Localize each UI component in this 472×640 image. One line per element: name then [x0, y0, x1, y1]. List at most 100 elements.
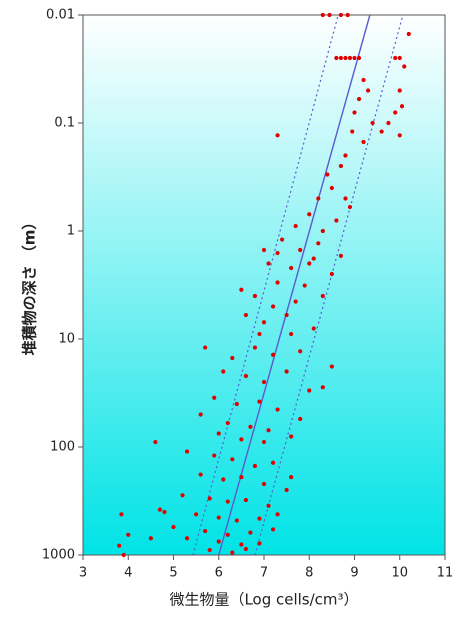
point — [338, 253, 344, 258]
point — [171, 524, 176, 530]
point — [343, 196, 348, 201]
point — [180, 493, 185, 498]
point — [284, 487, 289, 493]
dashed-line — [254, 14, 404, 556]
point — [257, 541, 262, 546]
point — [316, 241, 321, 246]
point — [207, 547, 212, 553]
point — [225, 499, 230, 504]
point — [284, 312, 289, 318]
point — [252, 345, 258, 350]
point — [311, 256, 316, 261]
point — [356, 96, 362, 102]
x-tick-label: 6 — [215, 566, 223, 581]
point — [261, 481, 267, 487]
point — [289, 434, 294, 439]
point — [338, 55, 344, 61]
y-tick-label: 100 — [50, 440, 75, 455]
point — [347, 204, 353, 210]
point — [356, 55, 362, 61]
point — [239, 287, 244, 292]
point — [352, 110, 357, 115]
point — [293, 299, 298, 304]
point — [207, 496, 212, 501]
point — [289, 265, 294, 271]
point — [243, 497, 248, 503]
point — [338, 12, 344, 18]
point — [266, 261, 271, 266]
y-tick-label: 0.1 — [54, 116, 75, 131]
point — [352, 55, 357, 61]
point — [243, 546, 248, 552]
point — [302, 283, 307, 288]
point — [343, 55, 348, 61]
point — [221, 477, 226, 482]
x-tick-label: 3 — [79, 566, 87, 581]
point — [257, 516, 262, 521]
point — [212, 395, 217, 400]
point — [329, 271, 334, 277]
point — [320, 12, 325, 18]
point — [270, 304, 276, 309]
point — [230, 355, 235, 361]
point — [184, 536, 190, 541]
point — [234, 401, 239, 407]
point — [397, 88, 402, 93]
point — [248, 530, 253, 535]
point — [397, 55, 402, 61]
point — [350, 129, 355, 134]
point — [216, 515, 221, 520]
point — [230, 457, 235, 462]
point — [198, 412, 203, 417]
point — [316, 196, 321, 201]
point — [203, 528, 208, 534]
x-tick-label: 4 — [124, 566, 132, 581]
point — [275, 133, 280, 138]
y-tick-label: 10 — [58, 332, 75, 347]
point — [298, 247, 303, 253]
point — [230, 550, 235, 555]
point — [261, 320, 267, 325]
point — [225, 420, 230, 426]
point — [248, 424, 253, 429]
point — [406, 31, 411, 37]
point — [275, 280, 280, 285]
x-axis-label: 微生物量（Log cells/cm³） — [169, 591, 358, 609]
point — [184, 449, 190, 454]
point — [329, 185, 334, 191]
point — [243, 312, 248, 318]
x-tick-label: 7 — [260, 566, 268, 581]
point — [311, 326, 316, 331]
x-tick-label: 10 — [391, 566, 408, 581]
point — [221, 369, 226, 374]
point — [162, 509, 167, 515]
point — [397, 133, 402, 138]
point — [261, 439, 267, 445]
point — [293, 223, 298, 229]
point — [386, 120, 391, 126]
point — [320, 228, 325, 234]
point — [365, 88, 371, 93]
point — [252, 463, 258, 469]
fit-line — [218, 14, 371, 556]
point — [275, 407, 280, 412]
point — [325, 172, 330, 177]
point — [194, 512, 199, 517]
point — [361, 139, 366, 145]
point — [379, 129, 384, 134]
point — [284, 369, 289, 374]
point — [216, 539, 221, 544]
point — [257, 399, 262, 404]
point — [327, 12, 332, 18]
point — [298, 416, 303, 422]
point — [289, 475, 294, 480]
point — [347, 55, 353, 61]
point — [329, 364, 334, 369]
point — [307, 261, 312, 266]
point — [243, 373, 248, 379]
point — [239, 475, 244, 480]
point — [275, 512, 280, 517]
point — [212, 453, 217, 458]
point — [119, 512, 124, 517]
